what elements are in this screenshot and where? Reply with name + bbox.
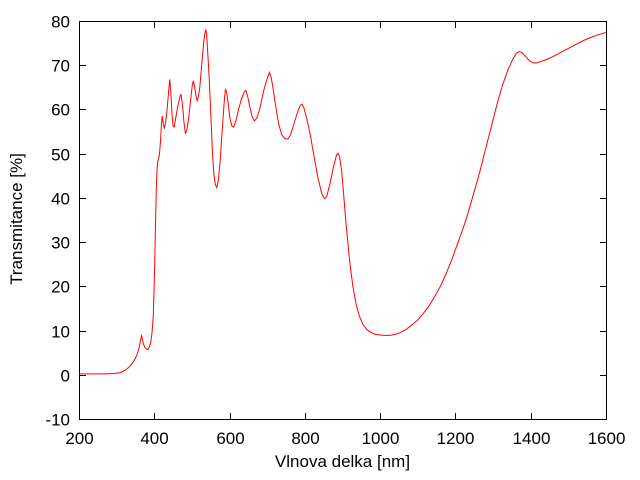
x-tick-label: 200 <box>65 429 93 448</box>
x-tick-label: 800 <box>291 429 319 448</box>
x-tick-label: 1000 <box>362 429 400 448</box>
y-tick-label: 0 <box>61 367 70 386</box>
y-tick-label: 80 <box>51 13 70 32</box>
y-axis-title: Transmitance [%] <box>7 153 26 285</box>
x-tick-label: 1200 <box>437 429 475 448</box>
y-tick-label: 60 <box>51 101 70 120</box>
y-tick-label: 30 <box>51 234 70 253</box>
x-tick-label: 600 <box>216 429 244 448</box>
y-tick-label: 50 <box>51 146 70 165</box>
x-tick-label: 1600 <box>588 429 626 448</box>
transmittance-curve <box>79 29 607 375</box>
y-tick-label: 20 <box>51 278 70 297</box>
x-axis-title: Vlnova delka [nm] <box>274 452 411 471</box>
y-tick-label: 40 <box>51 190 70 209</box>
y-tick-label: 10 <box>51 323 70 342</box>
plot-frame <box>79 21 607 420</box>
y-tick-label: -10 <box>45 411 70 430</box>
y-tick-label: 70 <box>51 57 70 76</box>
x-tick-label: 400 <box>140 429 168 448</box>
x-tick-label: 1400 <box>513 429 551 448</box>
